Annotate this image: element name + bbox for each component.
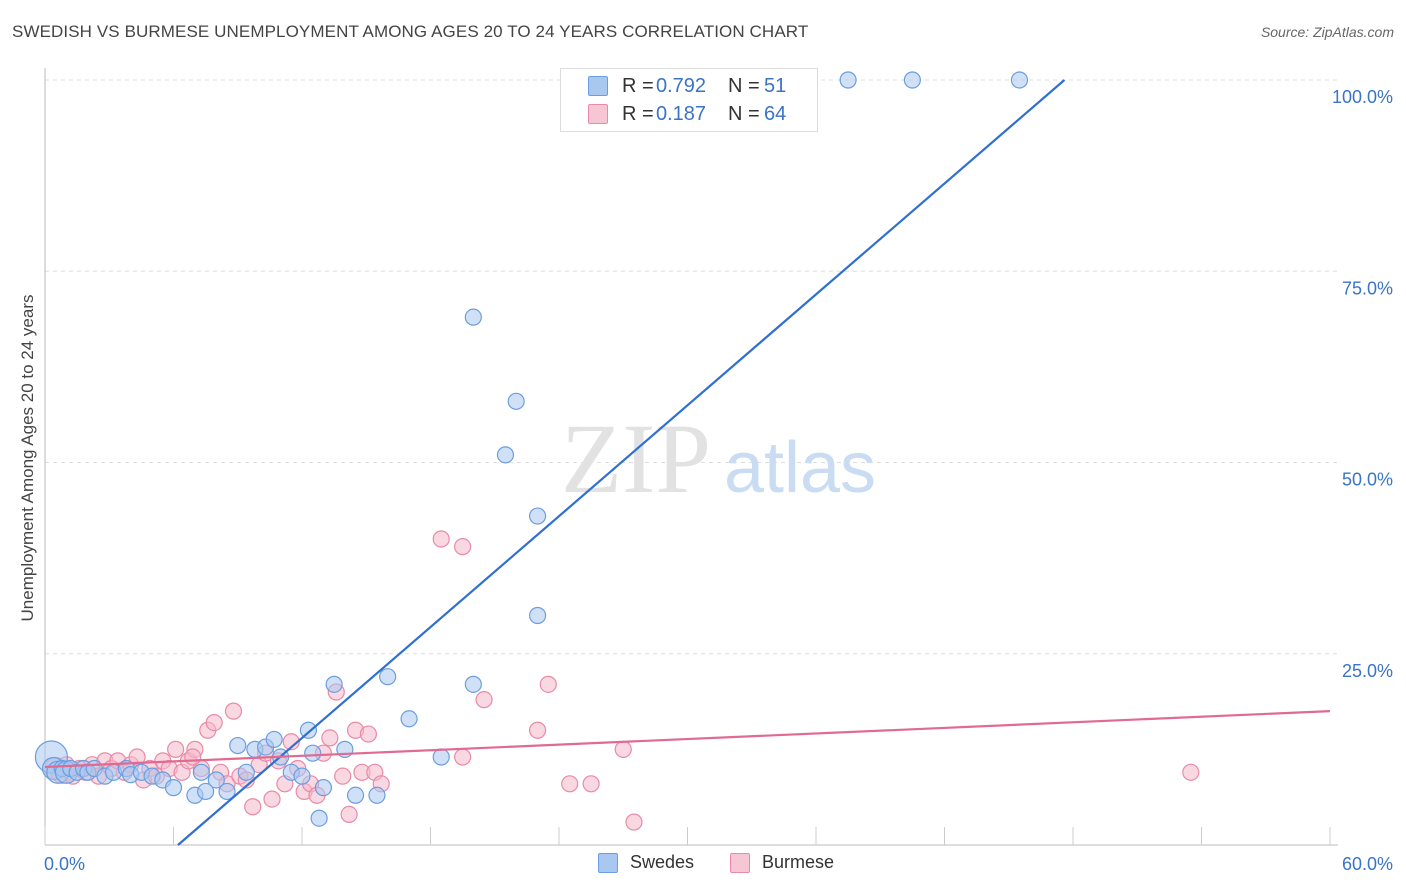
swedes-point xyxy=(839,71,857,89)
axes xyxy=(44,68,1338,846)
series-legend: Swedes Burmese xyxy=(0,852,1406,876)
swedes-point xyxy=(528,507,547,525)
x-tick-label: 60.0% xyxy=(1342,854,1393,874)
legend-n-value: 51 xyxy=(764,74,787,97)
swedes-point xyxy=(1010,71,1029,89)
legend-n-label: N = xyxy=(728,102,760,125)
burmese-point xyxy=(539,675,557,693)
swedes-point xyxy=(293,767,311,785)
trend-lines xyxy=(44,79,1331,846)
swedes-swatch xyxy=(588,76,608,96)
legend-r-label: R = xyxy=(622,74,654,97)
burmese-point xyxy=(475,691,493,709)
swedes-point xyxy=(903,71,921,89)
tick-labels: 25.0% 50.0% 75.0% 100.0% 0.0% 60.0% xyxy=(44,87,1393,874)
legend-item-swedes[interactable]: Swedes xyxy=(598,852,694,873)
y-tick-label: 25.0% xyxy=(1342,661,1393,681)
swedes-point xyxy=(528,606,547,625)
swedes-legend-swatch xyxy=(598,852,618,873)
x-tick-label: 0.0% xyxy=(44,854,85,874)
legend-r-label: R = xyxy=(622,102,654,125)
burmese-swatch xyxy=(588,104,608,124)
swedes-point xyxy=(346,786,365,804)
burmese-point xyxy=(1182,763,1200,781)
burmese-point xyxy=(561,775,579,793)
swedes-point xyxy=(507,392,525,410)
legend-r-value: 0.792 xyxy=(656,74,707,97)
swedes-point xyxy=(197,782,215,801)
swedes-point xyxy=(314,779,333,797)
burmese-point xyxy=(359,725,377,743)
swedes-trend-line xyxy=(177,79,1066,846)
swedes-point xyxy=(265,730,283,749)
swedes-point xyxy=(496,446,515,464)
legend-label-swedes: Swedes xyxy=(630,852,695,872)
watermark-zip: ZIP xyxy=(561,403,711,514)
y-tick-label: 75.0% xyxy=(1342,278,1393,298)
watermark: ZIP atlas xyxy=(561,403,876,514)
gridlines xyxy=(45,79,1338,655)
swedes-point xyxy=(304,744,322,762)
burmese-point xyxy=(432,530,450,548)
swedes-point xyxy=(192,763,210,781)
burmese-point xyxy=(614,740,632,758)
burmese-point xyxy=(334,767,352,785)
swedes-point xyxy=(464,675,482,693)
legend-r-value: 0.187 xyxy=(656,102,707,125)
swedes-point xyxy=(164,779,183,797)
swedes-point xyxy=(299,721,318,739)
watermark-atlas: atlas xyxy=(724,428,876,508)
swedes-points xyxy=(34,71,1029,827)
burmese-point xyxy=(582,775,600,793)
burmese-point xyxy=(454,538,472,556)
burmese-point xyxy=(321,729,339,747)
y-tick-label: 100.0% xyxy=(1332,87,1393,107)
swedes-point xyxy=(237,763,255,781)
burmese-trend-line xyxy=(44,710,1331,769)
burmese-point xyxy=(625,813,643,831)
legend-n-label: N = xyxy=(728,74,760,97)
swedes-point xyxy=(207,771,225,789)
chart-title: SWEDISH VS BURMESE UNEMPLOYMENT AMONG AG… xyxy=(12,22,809,41)
swedes-point xyxy=(368,786,386,804)
correlation-legend: R = 0.792 N = 51 R = 0.187 N = 64 xyxy=(560,68,818,132)
burmese-point xyxy=(244,798,262,816)
legend-item-burmese[interactable]: Burmese xyxy=(730,852,834,873)
swedes-point xyxy=(379,668,397,686)
swedes-point xyxy=(432,748,450,766)
legend-row-burmese: R = 0.187 N = 64 xyxy=(561,100,786,128)
swedes-point xyxy=(218,782,236,801)
burmese-point xyxy=(205,713,223,732)
y-tick-label: 50.0% xyxy=(1342,470,1393,490)
swedes-point xyxy=(325,675,343,693)
burmese-legend-swatch xyxy=(730,852,750,873)
swedes-point xyxy=(400,710,418,728)
legend-row-swedes: R = 0.792 N = 51 xyxy=(561,72,786,100)
swedes-point xyxy=(464,308,482,326)
swedes-point xyxy=(310,809,328,827)
legend-label-burmese: Burmese xyxy=(762,852,835,872)
source-label: Source: ZipAtlas.com xyxy=(1260,24,1394,40)
legend-n-value: 64 xyxy=(764,102,787,125)
burmese-point xyxy=(340,805,358,824)
burmese-point xyxy=(454,748,472,766)
burmese-point xyxy=(167,740,185,758)
swedes-point xyxy=(229,736,247,755)
burmese-point xyxy=(263,790,281,808)
burmese-point xyxy=(224,702,243,720)
burmese-point xyxy=(528,721,547,739)
burmese-point xyxy=(184,748,202,766)
y-axis-label: Unemployment Among Ages 20 to 24 years xyxy=(18,294,37,622)
